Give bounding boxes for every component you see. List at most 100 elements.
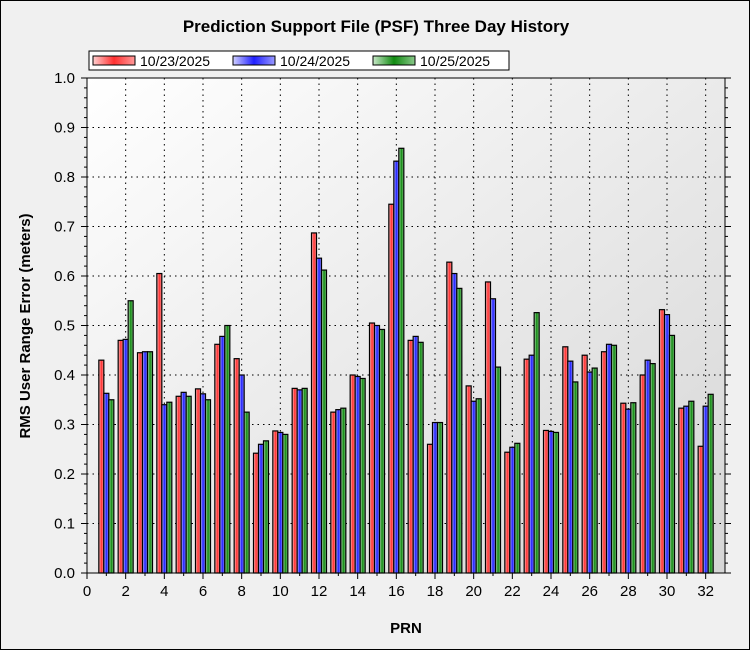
y-tick-label: 0.7 [54,219,75,236]
bar-10-25-2025-prn-14 [359,377,366,574]
legend-swatch [92,55,136,66]
bar-10-23-2025-prn-22 [504,451,511,574]
bar-10-23-2025-prn-5 [175,395,182,574]
bar-10-25-2025-prn-17 [417,341,424,574]
bar-10-25-2025-prn-23 [533,312,540,574]
bar-10-25-2025-prn-27 [610,344,618,574]
bar-10-24-2025-prn-26 [586,371,593,574]
bar-10-24-2025-prn-11 [296,389,303,574]
bar-10-25-2025-prn-4 [166,401,173,574]
y-tick-label: 0.8 [54,169,75,186]
bar-10-25-2025-prn-31 [688,400,695,574]
y-tick-label: 0.9 [54,120,75,137]
bar-10-25-2025-prn-6 [204,399,212,574]
bar-10-24-2025-prn-6 [199,393,207,574]
legend: 10/23/2025 10/24/2025 10/25/2025 [88,50,510,71]
x-tick-label: 22 [504,583,521,600]
bar-10-23-2025-prn-12 [310,232,318,574]
x-tick-label: 4 [160,583,168,600]
bar-10-24-2025-prn-21 [489,298,497,574]
y-tick-label: 0.0 [54,565,75,582]
bar-10-25-2025-prn-18 [436,421,444,574]
bar-10-25-2025-prn-25 [572,381,579,574]
bar-10-25-2025-prn-1 [108,399,115,574]
bar-10-24-2025-prn-30 [663,314,671,574]
bar-10-24-2025-prn-29 [644,359,651,574]
bar-10-23-2025-prn-2 [117,339,124,574]
bar-10-24-2025-prn-27 [605,343,613,574]
legend-label: 10/25/2025 [420,53,490,69]
bar-10-24-2025-prn-18 [431,421,439,574]
x-tick-label: 2 [121,583,129,600]
x-tick-label: 12 [311,583,328,600]
bar-10-24-2025-prn-8 [238,374,245,574]
bar-10-23-2025-prn-17 [407,339,414,574]
bar-10-24-2025-prn-5 [180,391,187,574]
bar-10-25-2025-prn-8 [243,411,250,574]
x-tick-label: 32 [697,583,714,600]
bar-10-23-2025-prn-4 [156,272,163,574]
bar-10-23-2025-prn-19 [446,261,453,574]
bar-10-25-2025-prn-9 [262,440,270,574]
plot-border [86,77,726,574]
bar-10-23-2025-prn-1 [98,359,105,574]
bar-10-25-2025-prn-24 [552,431,560,574]
bar-10-23-2025-prn-21 [484,281,492,574]
y-tick-label: 1.0 [54,70,75,87]
bar-10-24-2025-prn-24 [547,430,555,574]
bar-10-25-2025-prn-15 [378,328,386,574]
bar-10-25-2025-prn-11 [301,387,308,574]
bar-10-24-2025-prn-7 [219,335,226,574]
x-tick-label: 28 [620,583,637,600]
bar-10-23-2025-prn-8 [233,358,240,574]
bar-10-24-2025-prn-1 [103,392,110,574]
x-tick-label: 0 [83,583,91,600]
x-tick-label: 10 [272,583,289,600]
bar-10-24-2025-prn-19 [451,272,458,574]
bar-10-25-2025-prn-19 [456,287,463,574]
axes: 0.00.10.20.30.40.50.60.70.80.91.00 2 4 6 8 10… [54,70,731,600]
bar-10-23-2025-prn-29 [639,374,646,574]
x-tick-label: 26 [581,583,598,600]
bar-10-24-2025-prn-4 [161,404,168,574]
bar-10-23-2025-prn-15 [368,322,376,574]
bar-10-24-2025-prn-13 [335,409,342,574]
bar-10-25-2025-prn-28 [630,402,637,574]
y-tick-label: 0.5 [54,318,75,335]
bar-10-25-2025-prn-16 [398,147,405,574]
bar-10-24-2025-prn-22 [509,446,516,574]
bar-10-23-2025-prn-26 [581,354,588,574]
bar-10-24-2025-prn-15 [373,324,381,574]
bar-10-23-2025-prn-7 [214,343,221,574]
legend-swatch [232,55,276,66]
bar-10-25-2025-prn-26 [591,367,598,574]
bar-10-25-2025-prn-13 [340,407,347,574]
bar-10-24-2025-prn-28 [625,408,632,574]
y-tick-label: 0.4 [54,367,75,384]
bar-10-24-2025-prn-2 [122,338,129,574]
bar-10-24-2025-prn-17 [412,335,419,574]
bar-10-23-2025-prn-24 [542,429,550,574]
bar-10-23-2025-prn-28 [620,402,627,574]
x-axis-label: PRN [390,620,422,637]
x-tick-label: 24 [543,583,560,600]
bar-10-24-2025-prn-9 [257,443,265,574]
bar-10-25-2025-prn-2 [127,300,134,574]
bar-10-23-2025-prn-23 [523,358,530,574]
bar-10-23-2025-prn-30 [658,309,666,574]
bar-10-25-2025-prn-30 [668,334,676,574]
bar-10-23-2025-prn-10 [272,430,279,574]
bar-10-24-2025-prn-3 [141,351,149,574]
legend-label: 10/24/2025 [280,53,350,69]
bar-10-23-2025-prn-9 [252,452,260,574]
bar-10-23-2025-prn-18 [426,443,434,574]
legend-swatch [372,55,416,66]
x-tick-label: 14 [349,583,366,600]
bar-10-23-2025-prn-6 [194,388,202,574]
y-tick-label: 0.1 [54,516,75,533]
bar-10-23-2025-prn-16 [388,203,395,574]
x-tick-label: 18 [427,583,444,600]
bar-10-25-2025-prn-32 [707,393,714,574]
y-tick-label: 0.3 [54,417,75,434]
